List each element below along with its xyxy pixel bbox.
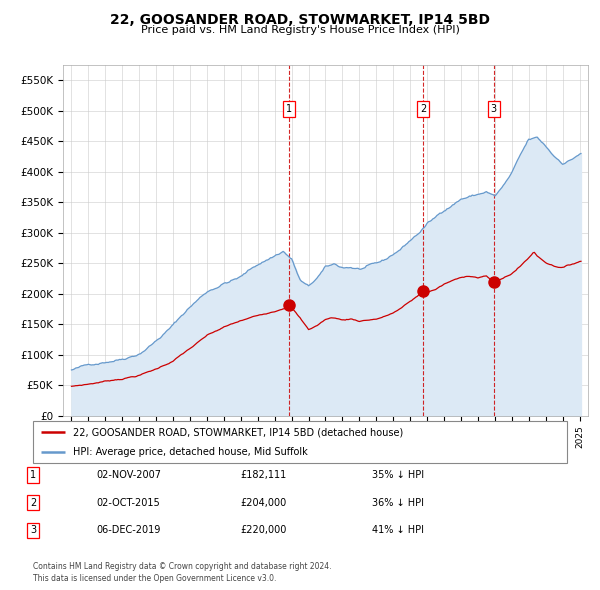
Text: 02-NOV-2007: 02-NOV-2007 xyxy=(96,470,161,480)
Text: This data is licensed under the Open Government Licence v3.0.: This data is licensed under the Open Gov… xyxy=(33,574,277,583)
Text: 3: 3 xyxy=(30,526,36,535)
FancyBboxPatch shape xyxy=(33,421,567,463)
Text: £182,111: £182,111 xyxy=(240,470,286,480)
Text: 36% ↓ HPI: 36% ↓ HPI xyxy=(372,498,424,507)
Text: 41% ↓ HPI: 41% ↓ HPI xyxy=(372,526,424,535)
Text: 22, GOOSANDER ROAD, STOWMARKET, IP14 5BD: 22, GOOSANDER ROAD, STOWMARKET, IP14 5BD xyxy=(110,13,490,27)
Text: 22, GOOSANDER ROAD, STOWMARKET, IP14 5BD (detached house): 22, GOOSANDER ROAD, STOWMARKET, IP14 5BD… xyxy=(73,427,403,437)
Text: £220,000: £220,000 xyxy=(240,526,286,535)
Text: 35% ↓ HPI: 35% ↓ HPI xyxy=(372,470,424,480)
Text: 2: 2 xyxy=(420,104,426,114)
Text: 2: 2 xyxy=(30,498,36,507)
Text: £204,000: £204,000 xyxy=(240,498,286,507)
Text: 3: 3 xyxy=(491,104,497,114)
Text: HPI: Average price, detached house, Mid Suffolk: HPI: Average price, detached house, Mid … xyxy=(73,447,308,457)
Text: 02-OCT-2015: 02-OCT-2015 xyxy=(96,498,160,507)
Text: Contains HM Land Registry data © Crown copyright and database right 2024.: Contains HM Land Registry data © Crown c… xyxy=(33,562,331,571)
Text: 1: 1 xyxy=(286,104,292,114)
Text: 1: 1 xyxy=(30,470,36,480)
Text: 06-DEC-2019: 06-DEC-2019 xyxy=(96,526,160,535)
Text: Price paid vs. HM Land Registry's House Price Index (HPI): Price paid vs. HM Land Registry's House … xyxy=(140,25,460,35)
